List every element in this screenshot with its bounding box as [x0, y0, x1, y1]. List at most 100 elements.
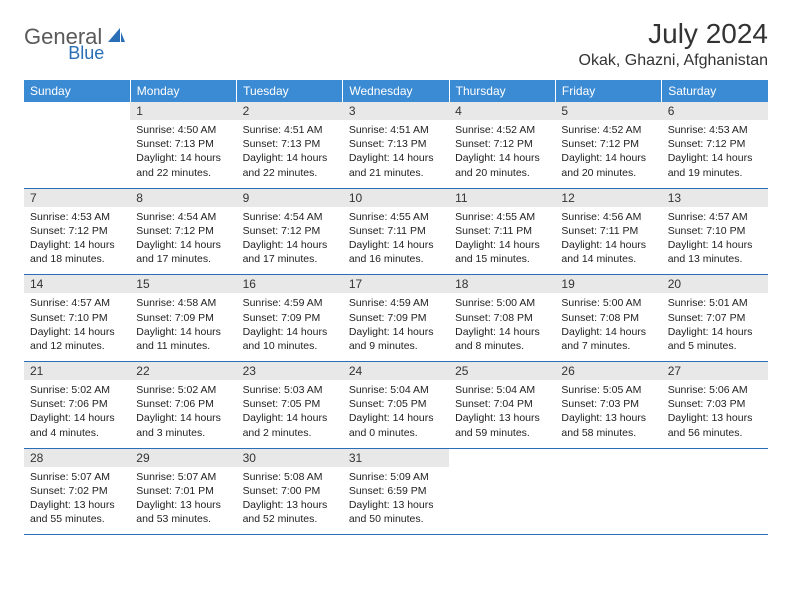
sunrise-text: Sunrise: 4:57 AM — [30, 296, 124, 310]
day-number: 22 — [130, 362, 236, 380]
weekday-header: Friday — [555, 80, 661, 102]
sunset-text: Sunset: 7:12 PM — [136, 224, 230, 238]
day-number: 12 — [555, 189, 661, 207]
sunset-text: Sunset: 7:03 PM — [561, 397, 655, 411]
day-details: Sunrise: 5:04 AMSunset: 7:04 PMDaylight:… — [449, 380, 555, 448]
day-number: 2 — [237, 102, 343, 120]
weekday-header: Sunday — [24, 80, 130, 102]
day-details: Sunrise: 4:59 AMSunset: 7:09 PMDaylight:… — [237, 293, 343, 361]
day-details: Sunrise: 4:53 AMSunset: 7:12 PMDaylight:… — [662, 120, 768, 188]
daylight-text: Daylight: 14 hours and 15 minutes. — [455, 238, 549, 266]
sunrise-text: Sunrise: 5:05 AM — [561, 383, 655, 397]
daylight-text: Daylight: 14 hours and 8 minutes. — [455, 325, 549, 353]
day-number: 13 — [662, 189, 768, 207]
sunset-text: Sunset: 7:03 PM — [668, 397, 762, 411]
day-number: 26 — [555, 362, 661, 380]
sunset-text: Sunset: 7:12 PM — [243, 224, 337, 238]
sunset-text: Sunset: 6:59 PM — [349, 484, 443, 498]
calendar-day-cell — [555, 448, 661, 535]
day-details: Sunrise: 4:51 AMSunset: 7:13 PMDaylight:… — [343, 120, 449, 188]
day-number: 29 — [130, 449, 236, 467]
daylight-text: Daylight: 14 hours and 19 minutes. — [668, 151, 762, 179]
sunset-text: Sunset: 7:00 PM — [243, 484, 337, 498]
calendar-day-cell: 24Sunrise: 5:04 AMSunset: 7:05 PMDayligh… — [343, 362, 449, 449]
calendar-day-cell: 28Sunrise: 5:07 AMSunset: 7:02 PMDayligh… — [24, 448, 130, 535]
sunset-text: Sunset: 7:08 PM — [561, 311, 655, 325]
day-number: 24 — [343, 362, 449, 380]
sunset-text: Sunset: 7:09 PM — [349, 311, 443, 325]
calendar-week-row: 1Sunrise: 4:50 AMSunset: 7:13 PMDaylight… — [24, 102, 768, 188]
logo-sail-icon — [106, 26, 126, 49]
sunrise-text: Sunrise: 4:55 AM — [349, 210, 443, 224]
day-details — [555, 467, 661, 525]
sunset-text: Sunset: 7:09 PM — [243, 311, 337, 325]
weekday-header: Monday — [130, 80, 236, 102]
day-details: Sunrise: 5:07 AMSunset: 7:02 PMDaylight:… — [24, 467, 130, 535]
daylight-text: Daylight: 14 hours and 0 minutes. — [349, 411, 443, 439]
day-number: 19 — [555, 275, 661, 293]
day-details: Sunrise: 4:54 AMSunset: 7:12 PMDaylight:… — [237, 207, 343, 275]
weekday-header: Tuesday — [237, 80, 343, 102]
day-number: 15 — [130, 275, 236, 293]
title-block: July 2024 Okak, Ghazni, Afghanistan — [579, 18, 768, 70]
sunset-text: Sunset: 7:12 PM — [561, 137, 655, 151]
day-details: Sunrise: 4:50 AMSunset: 7:13 PMDaylight:… — [130, 120, 236, 188]
day-details: Sunrise: 5:05 AMSunset: 7:03 PMDaylight:… — [555, 380, 661, 448]
daylight-text: Daylight: 13 hours and 58 minutes. — [561, 411, 655, 439]
calendar-day-cell: 26Sunrise: 5:05 AMSunset: 7:03 PMDayligh… — [555, 362, 661, 449]
daylight-text: Daylight: 13 hours and 50 minutes. — [349, 498, 443, 526]
day-details: Sunrise: 4:54 AMSunset: 7:12 PMDaylight:… — [130, 207, 236, 275]
day-details — [24, 120, 130, 178]
day-number: 7 — [24, 189, 130, 207]
sunrise-text: Sunrise: 4:51 AM — [349, 123, 443, 137]
sunrise-text: Sunrise: 4:54 AM — [136, 210, 230, 224]
day-number: 20 — [662, 275, 768, 293]
calendar-day-cell: 30Sunrise: 5:08 AMSunset: 7:00 PMDayligh… — [237, 448, 343, 535]
day-details: Sunrise: 4:55 AMSunset: 7:11 PMDaylight:… — [343, 207, 449, 275]
calendar-day-cell: 23Sunrise: 5:03 AMSunset: 7:05 PMDayligh… — [237, 362, 343, 449]
weekday-header: Thursday — [449, 80, 555, 102]
daylight-text: Daylight: 13 hours and 56 minutes. — [668, 411, 762, 439]
daylight-text: Daylight: 13 hours and 59 minutes. — [455, 411, 549, 439]
calendar-week-row: 28Sunrise: 5:07 AMSunset: 7:02 PMDayligh… — [24, 448, 768, 535]
sunset-text: Sunset: 7:09 PM — [136, 311, 230, 325]
sunrise-text: Sunrise: 5:08 AM — [243, 470, 337, 484]
sunset-text: Sunset: 7:01 PM — [136, 484, 230, 498]
sunrise-text: Sunrise: 5:03 AM — [243, 383, 337, 397]
day-details — [662, 467, 768, 525]
sunrise-text: Sunrise: 5:07 AM — [136, 470, 230, 484]
sunrise-text: Sunrise: 4:53 AM — [30, 210, 124, 224]
day-details: Sunrise: 4:59 AMSunset: 7:09 PMDaylight:… — [343, 293, 449, 361]
calendar-table: SundayMondayTuesdayWednesdayThursdayFrid… — [24, 80, 768, 535]
calendar-day-cell: 8Sunrise: 4:54 AMSunset: 7:12 PMDaylight… — [130, 188, 236, 275]
day-number: 31 — [343, 449, 449, 467]
calendar-day-cell: 31Sunrise: 5:09 AMSunset: 6:59 PMDayligh… — [343, 448, 449, 535]
day-details: Sunrise: 4:57 AMSunset: 7:10 PMDaylight:… — [24, 293, 130, 361]
day-details: Sunrise: 4:52 AMSunset: 7:12 PMDaylight:… — [555, 120, 661, 188]
day-details: Sunrise: 4:53 AMSunset: 7:12 PMDaylight:… — [24, 207, 130, 275]
sunset-text: Sunset: 7:12 PM — [455, 137, 549, 151]
sunrise-text: Sunrise: 4:58 AM — [136, 296, 230, 310]
day-details: Sunrise: 4:52 AMSunset: 7:12 PMDaylight:… — [449, 120, 555, 188]
daylight-text: Daylight: 13 hours and 55 minutes. — [30, 498, 124, 526]
calendar-day-cell: 18Sunrise: 5:00 AMSunset: 7:08 PMDayligh… — [449, 275, 555, 362]
day-details: Sunrise: 5:03 AMSunset: 7:05 PMDaylight:… — [237, 380, 343, 448]
sunrise-text: Sunrise: 5:06 AM — [668, 383, 762, 397]
daylight-text: Daylight: 14 hours and 22 minutes. — [243, 151, 337, 179]
calendar-day-cell: 17Sunrise: 4:59 AMSunset: 7:09 PMDayligh… — [343, 275, 449, 362]
sunrise-text: Sunrise: 4:50 AM — [136, 123, 230, 137]
sunrise-text: Sunrise: 4:59 AM — [349, 296, 443, 310]
day-details: Sunrise: 5:00 AMSunset: 7:08 PMDaylight:… — [555, 293, 661, 361]
calendar-day-cell: 13Sunrise: 4:57 AMSunset: 7:10 PMDayligh… — [662, 188, 768, 275]
day-number: 1 — [130, 102, 236, 120]
calendar-day-cell: 7Sunrise: 4:53 AMSunset: 7:12 PMDaylight… — [24, 188, 130, 275]
daylight-text: Daylight: 14 hours and 2 minutes. — [243, 411, 337, 439]
daylight-text: Daylight: 14 hours and 17 minutes. — [243, 238, 337, 266]
daylight-text: Daylight: 14 hours and 13 minutes. — [668, 238, 762, 266]
calendar-day-cell: 11Sunrise: 4:55 AMSunset: 7:11 PMDayligh… — [449, 188, 555, 275]
day-number: 4 — [449, 102, 555, 120]
sunset-text: Sunset: 7:08 PM — [455, 311, 549, 325]
calendar-day-cell: 19Sunrise: 5:00 AMSunset: 7:08 PMDayligh… — [555, 275, 661, 362]
daylight-text: Daylight: 14 hours and 18 minutes. — [30, 238, 124, 266]
day-number: 10 — [343, 189, 449, 207]
